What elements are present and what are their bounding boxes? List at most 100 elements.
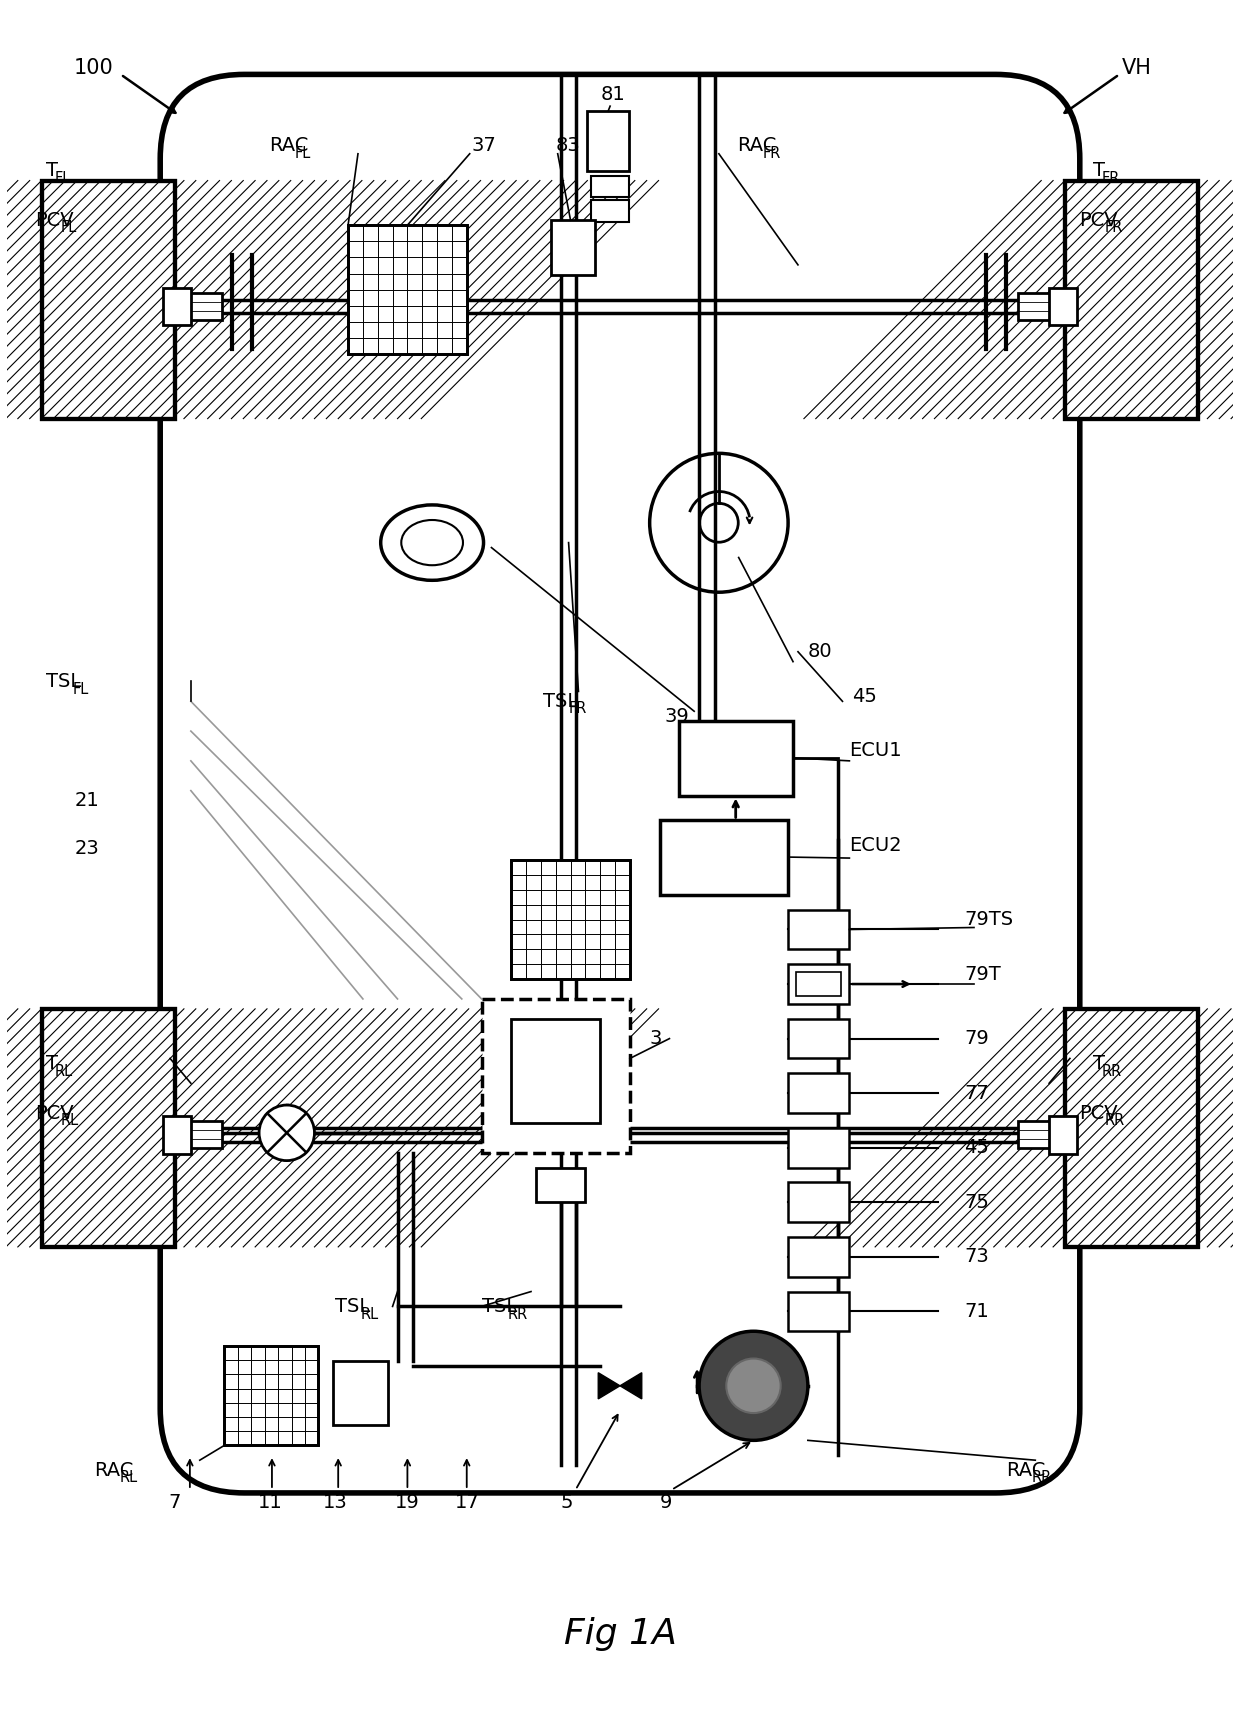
Text: FR: FR [1101, 171, 1120, 185]
Text: TSL: TSL [335, 1297, 371, 1316]
Bar [660, 821, 789, 895]
Text: RR: RR [507, 1306, 527, 1322]
Text: 7: 7 [169, 1493, 181, 1512]
Bar [789, 1183, 849, 1223]
Text: 100: 100 [74, 59, 114, 78]
Text: T: T [46, 1053, 58, 1072]
Text: 23: 23 [74, 838, 99, 857]
Text: FL: FL [61, 220, 77, 236]
Bar [177, 293, 222, 320]
Bar [680, 721, 794, 795]
Text: RR: RR [1105, 1114, 1125, 1128]
Text: 83: 83 [556, 137, 580, 156]
Text: ECU2: ECU2 [849, 835, 901, 854]
Bar [796, 972, 842, 996]
Bar [42, 1008, 175, 1247]
Text: 5: 5 [560, 1493, 573, 1512]
Text: FR: FR [763, 145, 781, 161]
Text: TSL: TSL [481, 1297, 517, 1316]
FancyBboxPatch shape [160, 74, 1080, 1493]
Text: RL: RL [120, 1470, 138, 1486]
Text: FR: FR [569, 701, 587, 717]
Text: 19: 19 [394, 1493, 419, 1512]
Text: PCV: PCV [1079, 211, 1117, 230]
Bar [789, 1237, 849, 1276]
Text: 37: 37 [471, 137, 496, 156]
Text: RAC: RAC [94, 1460, 134, 1479]
Text: 21: 21 [74, 792, 99, 811]
Bar [334, 1361, 388, 1425]
Text: PCV: PCV [35, 211, 73, 230]
Text: RR: RR [1032, 1470, 1052, 1486]
Bar [591, 201, 629, 222]
Text: 75: 75 [965, 1193, 990, 1212]
Text: T: T [1092, 161, 1105, 180]
Bar [588, 111, 629, 171]
Bar [789, 1292, 849, 1332]
Bar [536, 1167, 585, 1202]
Text: TSL: TSL [543, 691, 578, 710]
Bar [511, 861, 630, 979]
Text: 11: 11 [258, 1493, 283, 1512]
Bar [177, 1122, 222, 1148]
Bar [591, 175, 629, 197]
Text: 79T: 79T [965, 965, 1001, 984]
Bar [551, 220, 595, 275]
Circle shape [699, 1332, 808, 1441]
Text: 71: 71 [965, 1302, 988, 1322]
Bar [348, 225, 466, 353]
Bar [1049, 1115, 1076, 1154]
Bar [1065, 1008, 1198, 1247]
Bar [1018, 293, 1063, 320]
Text: T: T [1092, 1053, 1105, 1072]
Text: 3: 3 [650, 1029, 662, 1048]
Bar [511, 861, 630, 979]
Bar [348, 225, 466, 353]
Text: 13: 13 [324, 1493, 348, 1512]
Bar [789, 965, 849, 1005]
Text: 79: 79 [965, 1029, 988, 1048]
Bar [1049, 288, 1076, 326]
Text: 39: 39 [665, 707, 689, 726]
Circle shape [259, 1105, 315, 1160]
Bar [789, 1074, 849, 1114]
Bar [511, 1018, 600, 1122]
Text: PCV: PCV [35, 1103, 73, 1122]
FancyBboxPatch shape [481, 999, 630, 1154]
Bar [42, 180, 175, 419]
Text: RAC: RAC [269, 137, 309, 156]
Text: TSL: TSL [46, 672, 82, 691]
Bar [42, 180, 175, 419]
Bar [164, 288, 191, 326]
Bar [1065, 180, 1198, 419]
Polygon shape [598, 1373, 620, 1399]
Bar [164, 1115, 191, 1154]
Text: FL: FL [295, 145, 311, 161]
Text: RL: RL [61, 1114, 78, 1128]
Ellipse shape [381, 506, 484, 580]
Text: VH: VH [1122, 59, 1152, 78]
Text: FR: FR [1105, 220, 1123, 236]
Text: 81: 81 [600, 85, 625, 104]
Polygon shape [620, 1373, 642, 1399]
Text: 79TS: 79TS [965, 909, 1013, 928]
Text: Fig 1A: Fig 1A [563, 1616, 677, 1651]
Text: 77: 77 [965, 1084, 988, 1103]
Bar [42, 1008, 175, 1247]
Text: RR: RR [1101, 1063, 1121, 1079]
Text: RL: RL [55, 1063, 73, 1079]
Bar [1065, 1008, 1198, 1247]
Text: RL: RL [361, 1306, 379, 1322]
Text: FL: FL [55, 171, 72, 185]
Text: RAC: RAC [1006, 1460, 1045, 1479]
Text: T: T [46, 161, 58, 180]
Bar [224, 1346, 319, 1444]
Text: PCV: PCV [1079, 1103, 1117, 1122]
Bar [789, 909, 849, 949]
Text: 17: 17 [455, 1493, 480, 1512]
Circle shape [727, 1358, 781, 1413]
Bar [789, 1018, 849, 1058]
Text: ECU1: ECU1 [849, 741, 901, 760]
Text: 73: 73 [965, 1247, 988, 1266]
Text: 45: 45 [852, 688, 877, 707]
